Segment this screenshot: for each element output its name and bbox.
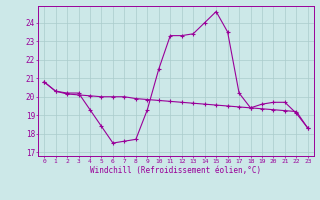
X-axis label: Windchill (Refroidissement éolien,°C): Windchill (Refroidissement éolien,°C) [91,166,261,175]
